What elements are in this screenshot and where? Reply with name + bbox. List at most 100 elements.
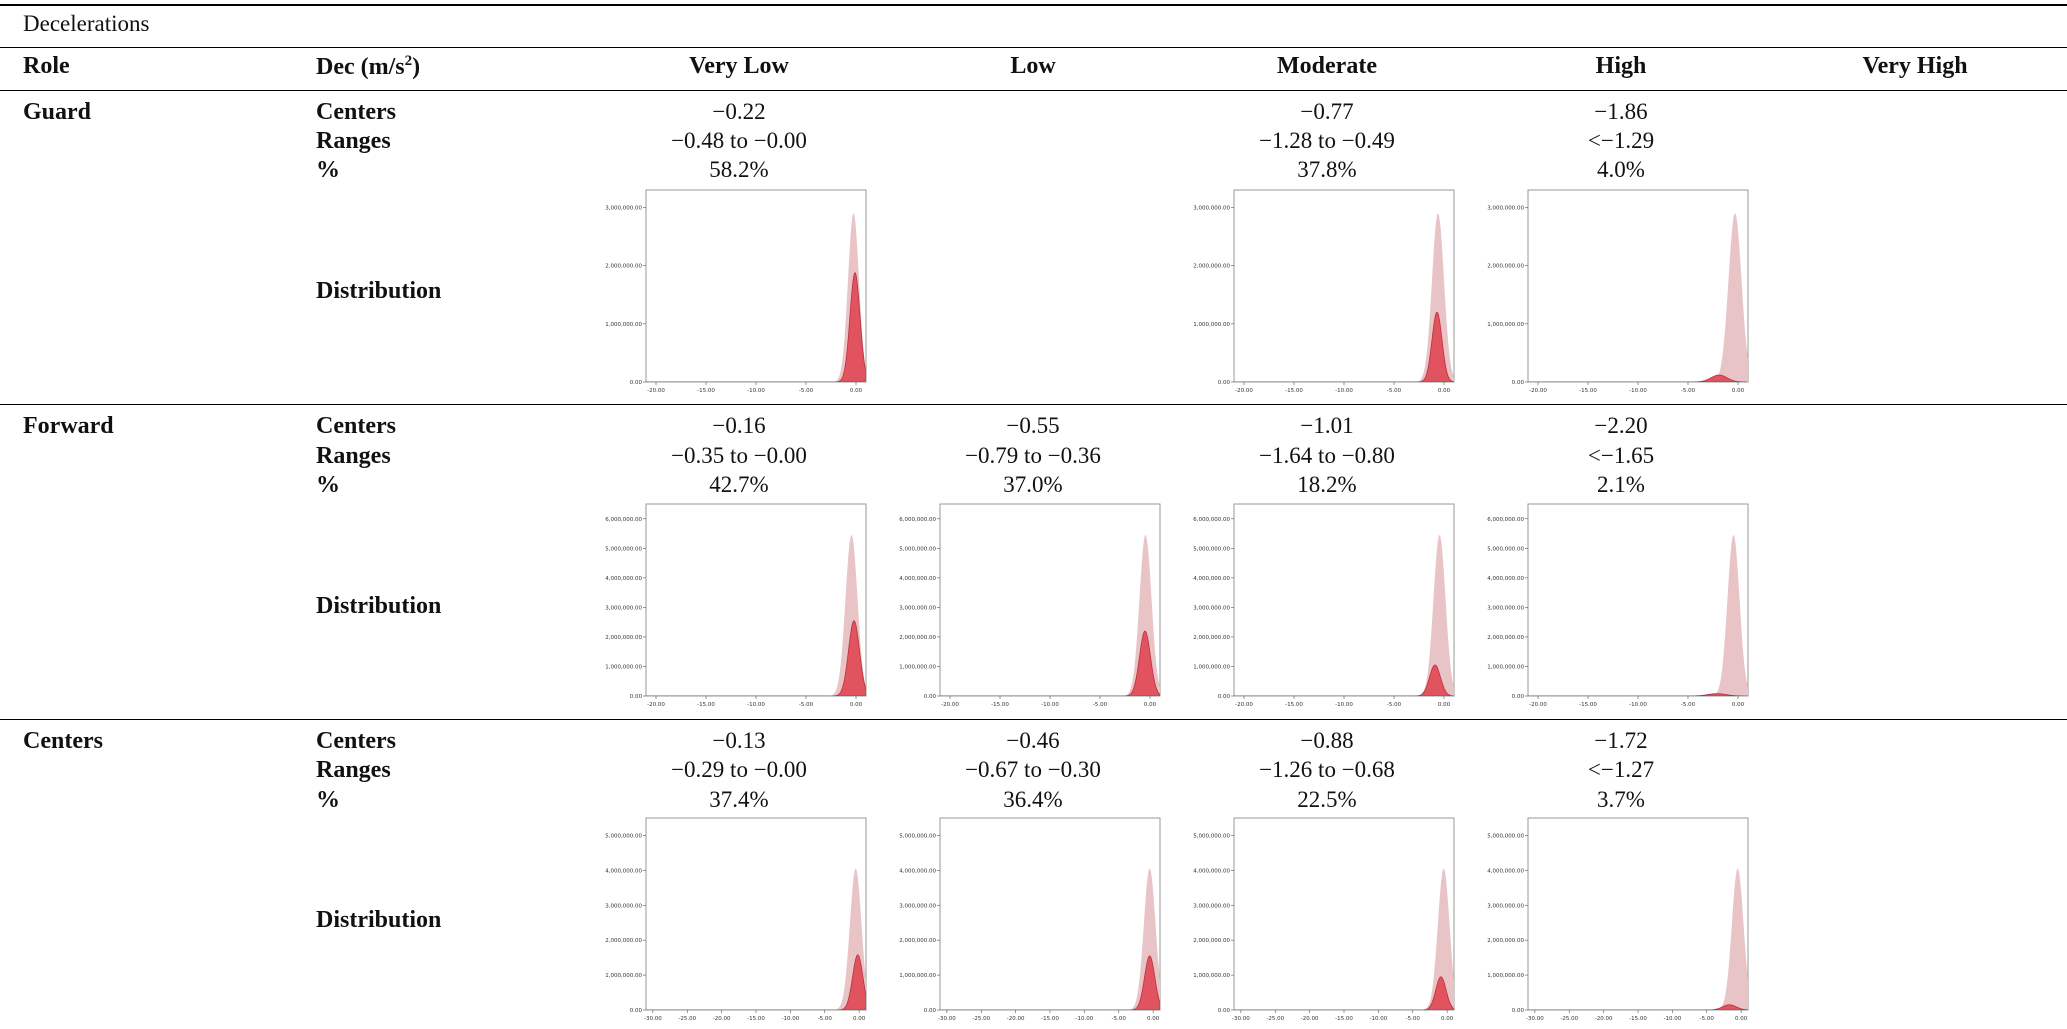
x-tick-label: -20.00 <box>647 702 665 708</box>
x-tick-label: 0.00 <box>853 1016 866 1022</box>
y-tick-label: 6,000,000.00 <box>1487 517 1524 523</box>
y-tick-label: 2,000,000.00 <box>605 264 642 270</box>
x-tick-label: -5.00 <box>1406 1016 1421 1022</box>
plot-frame <box>1527 503 1749 697</box>
x-tick-label: -15.00 <box>1579 702 1597 708</box>
x-tick-label: -5.00 <box>1387 388 1402 394</box>
x-tick-label: -10.00 <box>1076 1016 1094 1022</box>
x-tick-label: -5.00 <box>1112 1016 1127 1022</box>
label-centers: Centers <box>316 99 396 125</box>
label-percent: % <box>316 157 340 183</box>
y-tick-label: 2,000,000.00 <box>1193 264 1230 270</box>
x-tick-label: -25.00 <box>1266 1016 1284 1022</box>
y-tick-label: 0.00 <box>1512 694 1525 700</box>
top-rule <box>0 4 2067 6</box>
header-bottom-rule <box>0 90 2067 91</box>
x-tick-label: -15.00 <box>1285 388 1303 394</box>
cluster-distribution-area <box>1234 311 1454 382</box>
forward-high-range: <−1.65 <box>1587 443 1655 468</box>
y-tick-label: 0.00 <box>924 1008 937 1014</box>
forward-high-center: −2.20 <box>1594 413 1648 438</box>
y-tick-label: 5,000,000.00 <box>899 833 936 839</box>
y-tick-label: 1,000,000.00 <box>899 973 936 979</box>
x-tick-label: -20.00 <box>1529 702 1547 708</box>
forward-moderate-center: −1.01 <box>1300 413 1354 438</box>
x-tick-label: -15.00 <box>1335 1016 1353 1022</box>
y-tick-label: 4,000,000.00 <box>899 576 936 582</box>
header-dec-close: ) <box>412 54 421 80</box>
x-tick-label: -30.00 <box>1232 1016 1250 1022</box>
centers-low-range: −0.67 to −0.30 <box>965 757 1101 782</box>
plot-frame <box>1233 503 1455 697</box>
y-tick-label: 6,000,000.00 <box>1193 517 1230 523</box>
x-tick-label: -15.00 <box>991 702 1009 708</box>
centers-low-center: −0.46 <box>1006 728 1060 753</box>
y-tick-label: 3,000,000.00 <box>1487 903 1524 909</box>
guard-high-center: −1.86 <box>1594 99 1648 124</box>
x-tick-label: -20.00 <box>941 702 959 708</box>
guard-very-low-percent: 58.2% <box>709 157 769 182</box>
plot-frame <box>1527 817 1749 1011</box>
x-tick-label: 0.00 <box>1732 388 1745 394</box>
header-top-rule <box>0 47 2067 48</box>
y-tick-label: 5,000,000.00 <box>1487 546 1524 552</box>
label-centers: Centers <box>316 728 396 754</box>
cluster-distribution-area <box>1528 1004 1748 1010</box>
y-tick-label: 1,000,000.00 <box>1487 664 1524 670</box>
x-tick-label: -15.00 <box>1285 702 1303 708</box>
y-tick-label: 1,000,000.00 <box>605 973 642 979</box>
cluster-distribution-area <box>646 620 866 696</box>
guard-very-low-center: −0.22 <box>712 99 766 124</box>
plot-frame <box>939 503 1161 697</box>
table-title: Decelerations <box>23 11 150 36</box>
distribution-chart: 0.00 1,000,000.00 2,000,000.00 3,000,000.00… <box>1482 188 1750 398</box>
x-tick-label: -10.00 <box>1629 388 1647 394</box>
x-tick-label: -5.00 <box>818 1016 833 1022</box>
plot-frame <box>645 189 867 383</box>
chart-svg: 0.00 1,000,000.00 2,000,000.00 3,000,000.00… <box>1193 189 1455 394</box>
x-tick-label: -15.00 <box>1579 388 1597 394</box>
x-tick-label: 0.00 <box>850 388 863 394</box>
x-tick-label: 0.00 <box>850 702 863 708</box>
y-tick-label: 2,000,000.00 <box>1193 938 1230 944</box>
label-centers: Centers <box>316 413 396 439</box>
row-divider <box>0 719 2067 720</box>
label-distribution: Distribution <box>316 907 442 933</box>
y-tick-label: 1,000,000.00 <box>1193 664 1230 670</box>
y-tick-label: 6,000,000.00 <box>605 517 642 523</box>
y-tick-label: 3,000,000.00 <box>605 205 642 211</box>
forward-moderate-range: −1.64 to −0.80 <box>1259 443 1395 468</box>
x-tick-label: -20.00 <box>1529 388 1547 394</box>
cluster-distribution-area <box>940 630 1160 696</box>
guard-moderate-percent: 37.8% <box>1297 157 1357 182</box>
overall-distribution-area <box>940 868 1160 1010</box>
y-tick-label: 5,000,000.00 <box>899 546 936 552</box>
y-tick-label: 3,000,000.00 <box>899 903 936 909</box>
label-ranges: Ranges <box>316 443 391 469</box>
guard-moderate-range: −1.28 to −0.49 <box>1259 128 1395 153</box>
forward-very-low-range: −0.35 to −0.00 <box>671 443 807 468</box>
x-tick-label: 0.00 <box>1438 702 1451 708</box>
x-tick-label: -10.00 <box>1335 388 1353 394</box>
label-distribution: Distribution <box>316 593 442 619</box>
header-high: High <box>1595 53 1647 79</box>
x-tick-label: -10.00 <box>1370 1016 1388 1022</box>
x-tick-label: -10.00 <box>1629 702 1647 708</box>
x-tick-label: -10.00 <box>747 388 765 394</box>
distribution-chart: 0.00 1,000,000.00 2,000,000.00 3,000,000.00… <box>1188 502 1456 712</box>
cluster-distribution-area <box>1234 976 1454 1010</box>
distribution-chart: 0.00 1,000,000.00 2,000,000.00 3,000,000.00… <box>894 816 1162 1026</box>
y-tick-label: 4,000,000.00 <box>1487 576 1524 582</box>
guard-high-percent: 4.0% <box>1597 157 1645 182</box>
forward-high-percent: 2.1% <box>1597 472 1645 497</box>
y-tick-label: 3,000,000.00 <box>1193 205 1230 211</box>
header-very-high: Very High <box>1862 53 1968 79</box>
y-tick-label: 5,000,000.00 <box>1487 833 1524 839</box>
x-tick-label: -15.00 <box>1041 1016 1059 1022</box>
centers-moderate-center: −0.88 <box>1300 728 1354 753</box>
chart-svg: 0.00 1,000,000.00 2,000,000.00 3,000,000.00… <box>1487 189 1749 394</box>
x-tick-label: -5.00 <box>1093 702 1108 708</box>
x-tick-label: -20.00 <box>1235 702 1253 708</box>
label-percent: % <box>316 472 340 498</box>
x-tick-label: -25.00 <box>1560 1016 1578 1022</box>
